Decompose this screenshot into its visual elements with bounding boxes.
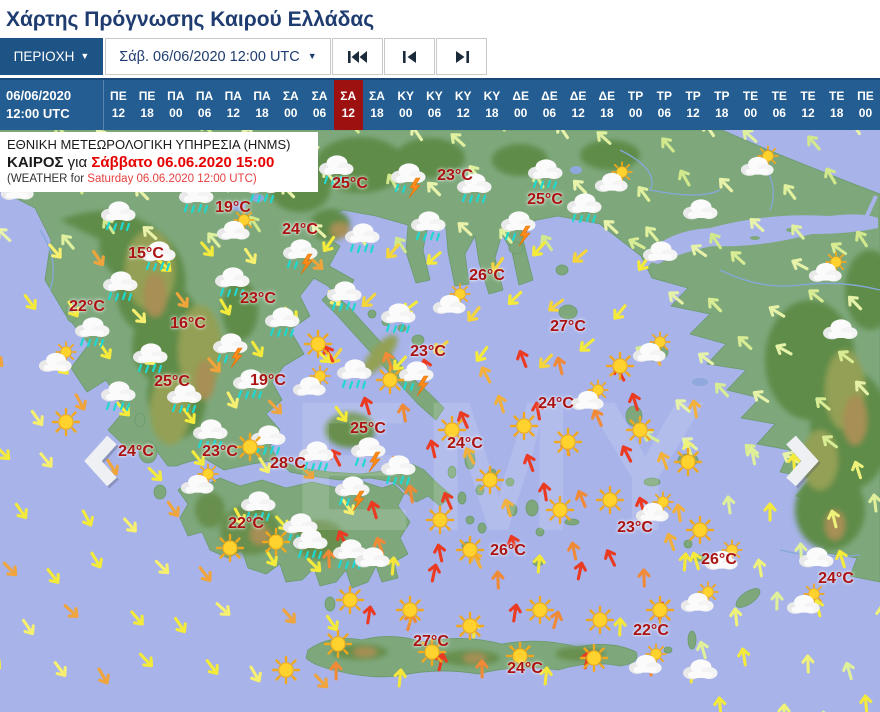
chevron-down-icon: ▼ [307,51,317,61]
sun-icon [475,465,505,495]
sun-icon [645,595,675,625]
weather-map[interactable]: ΕΜΥ 25°C 23°C 25°C 19°C 24°C 15°C 26°C 22°C 23°C… [0,130,880,712]
timeline-cell[interactable]: ΤΕ 06 [771,89,787,120]
nav-previous-button[interactable] [384,38,435,75]
timeline-cell[interactable]: ΚΥ 00 [397,89,415,120]
map-canvas: ΕΜΥ [0,130,880,712]
chevron-down-icon: ▼ [80,51,90,61]
datetime-label: Σάβ. 06/06/2020 12:00 UTC [119,48,300,65]
timeline-cell[interactable]: ΚΥ 12 [454,89,472,120]
legend-agency: ΕΘΝΙΚΗ ΜΕΤΕΩΡΟΛΟΓΙΚΗ ΥΠΗΡΕΣΙΑ (HNMS) [7,137,291,152]
legend-valid-time-english: (WEATHER for Saturday 06.06.2020 12:00 U… [7,173,257,185]
timeline-cell[interactable]: ΔΕ 00 [512,89,529,120]
nav-next-button[interactable] [436,38,487,75]
timeline-cell[interactable]: ΠΑ 18 [253,89,271,120]
sun-icon [625,415,655,445]
region-dropdown-button[interactable]: ΠΕΡΙΟΧΗ ▼ [0,38,103,75]
map-prev-chevron[interactable] [84,435,119,489]
sun-icon [335,585,365,615]
sun-icon [323,629,353,659]
sun-icon [505,641,535,671]
inland-waters [39,130,880,558]
timeline-current-datetime: 06/06/2020 12:00 UTC [0,80,104,130]
sun-icon [215,533,245,563]
timeline-cell[interactable]: ΤΡ 00 [627,89,644,120]
sun-icon [585,605,615,635]
sun-icon [673,447,703,477]
datetime-dropdown[interactable]: Σάβ. 06/06/2020 12:00 UTC ▼ [105,38,331,75]
timeline-cell[interactable]: ΤΡ 18 [714,89,730,120]
timeline-cell[interactable]: ΤΡ 12 [685,89,701,120]
timeline-cell[interactable]: ΠΑ 12 [224,89,242,120]
legend-valid-time-greek: ΚΑΙΡΟΣ για Σάββατο 06.06.2020 15:00 [7,154,275,171]
islands [65,241,761,654]
step-forward-icon [455,50,469,63]
mountain-terrain [60,137,880,666]
sun-icon [235,432,265,462]
timeline-cell[interactable]: ΔΕ 06 [541,89,558,120]
sun-icon [455,611,485,641]
timeline-utc: 12:00 UTC [6,106,70,121]
page-title: Χάρτης Πρόγνωσης Καιρού Ελλάδας [6,8,375,31]
region-label: ΠΕΡΙΟΧΗ [13,49,75,64]
sun-icon [579,643,609,673]
timeline-cell[interactable]: ΣΑ 06 [311,89,328,120]
timeline-cell[interactable]: ΣΑ 18 [369,89,385,120]
timeline-cell[interactable]: ΣΑ 00 [282,89,299,120]
timeline-cell[interactable]: ΚΥ 18 [483,89,501,120]
sun-icon [375,365,405,395]
timeline-cell[interactable]: ΤΡ 06 [656,89,672,120]
sun-icon [685,515,715,545]
skip-to-first-icon [347,50,367,63]
sun-icon [545,495,575,525]
sun-icon [525,595,555,625]
sun-icon [605,351,635,381]
timeline-cell[interactable]: ΤΕ 00 [742,89,759,120]
watermark: ΕΜΥ [290,364,715,570]
timeline-cell[interactable]: ΠΕ 18 [138,89,156,120]
timeline-columns: ΠΕ 12 ΠΕ 18 ΠΑ 00 ΠΑ 06 ΠΑ 12 ΠΑ 18 ΣΑ 00 ΣΑ 06 ΣΑ 12 ΣΑ 18… [104,80,880,130]
nav-first-button[interactable] [332,38,383,75]
sun-icon [261,527,291,557]
sun-icon [425,505,455,535]
timeline-cell[interactable]: ΤΕ 18 [829,89,845,120]
timeline-cell[interactable]: ΔΕ 12 [569,89,587,120]
timeline-cell[interactable]: ΠΑ 06 [195,89,214,120]
timeline-cell[interactable]: ΠΑ 00 [167,89,185,120]
sun-icon [51,407,81,437]
map-next-chevron[interactable] [786,435,821,489]
timeline-cell[interactable]: ΤΕ 12 [800,89,816,120]
sun-icon [271,655,301,685]
timeline-bar: 06/06/2020 12:00 UTC ΠΕ 12 ΠΕ 18 ΠΑ 00 ΠΑ 06 ΠΑ 1… [0,78,880,130]
timeline-cell[interactable]: ΠΕ 12 [110,89,127,120]
sun-icon [437,415,467,445]
sun-icon [303,329,333,359]
sun-icon [395,595,425,625]
map-legend: ΕΘΝΙΚΗ ΜΕΤΕΩΡΟΛΟΓΙΚΗ ΥΠΗΡΕΣΙΑ (HNMS) ΚΑΙ… [0,132,318,192]
timeline-cell[interactable]: ΠΕ 00 [857,89,874,120]
timeline-cell[interactable]: ΣΑ 12 [333,80,363,130]
toolbar: ΠΕΡΙΟΧΗ ▼ Σάβ. 06/06/2020 12:00 UTC ▼ [0,38,880,75]
timeline-cell[interactable]: ΚΥ 06 [426,89,443,120]
timeline-date: 06/06/2020 [6,88,72,103]
sun-icon [553,427,583,457]
sun-icon [455,535,485,565]
sun-icon [509,411,539,441]
sun-icon [417,637,447,667]
sun-icon [595,485,625,515]
step-back-icon [402,50,416,63]
timeline-cell[interactable]: ΔΕ 18 [598,89,616,120]
